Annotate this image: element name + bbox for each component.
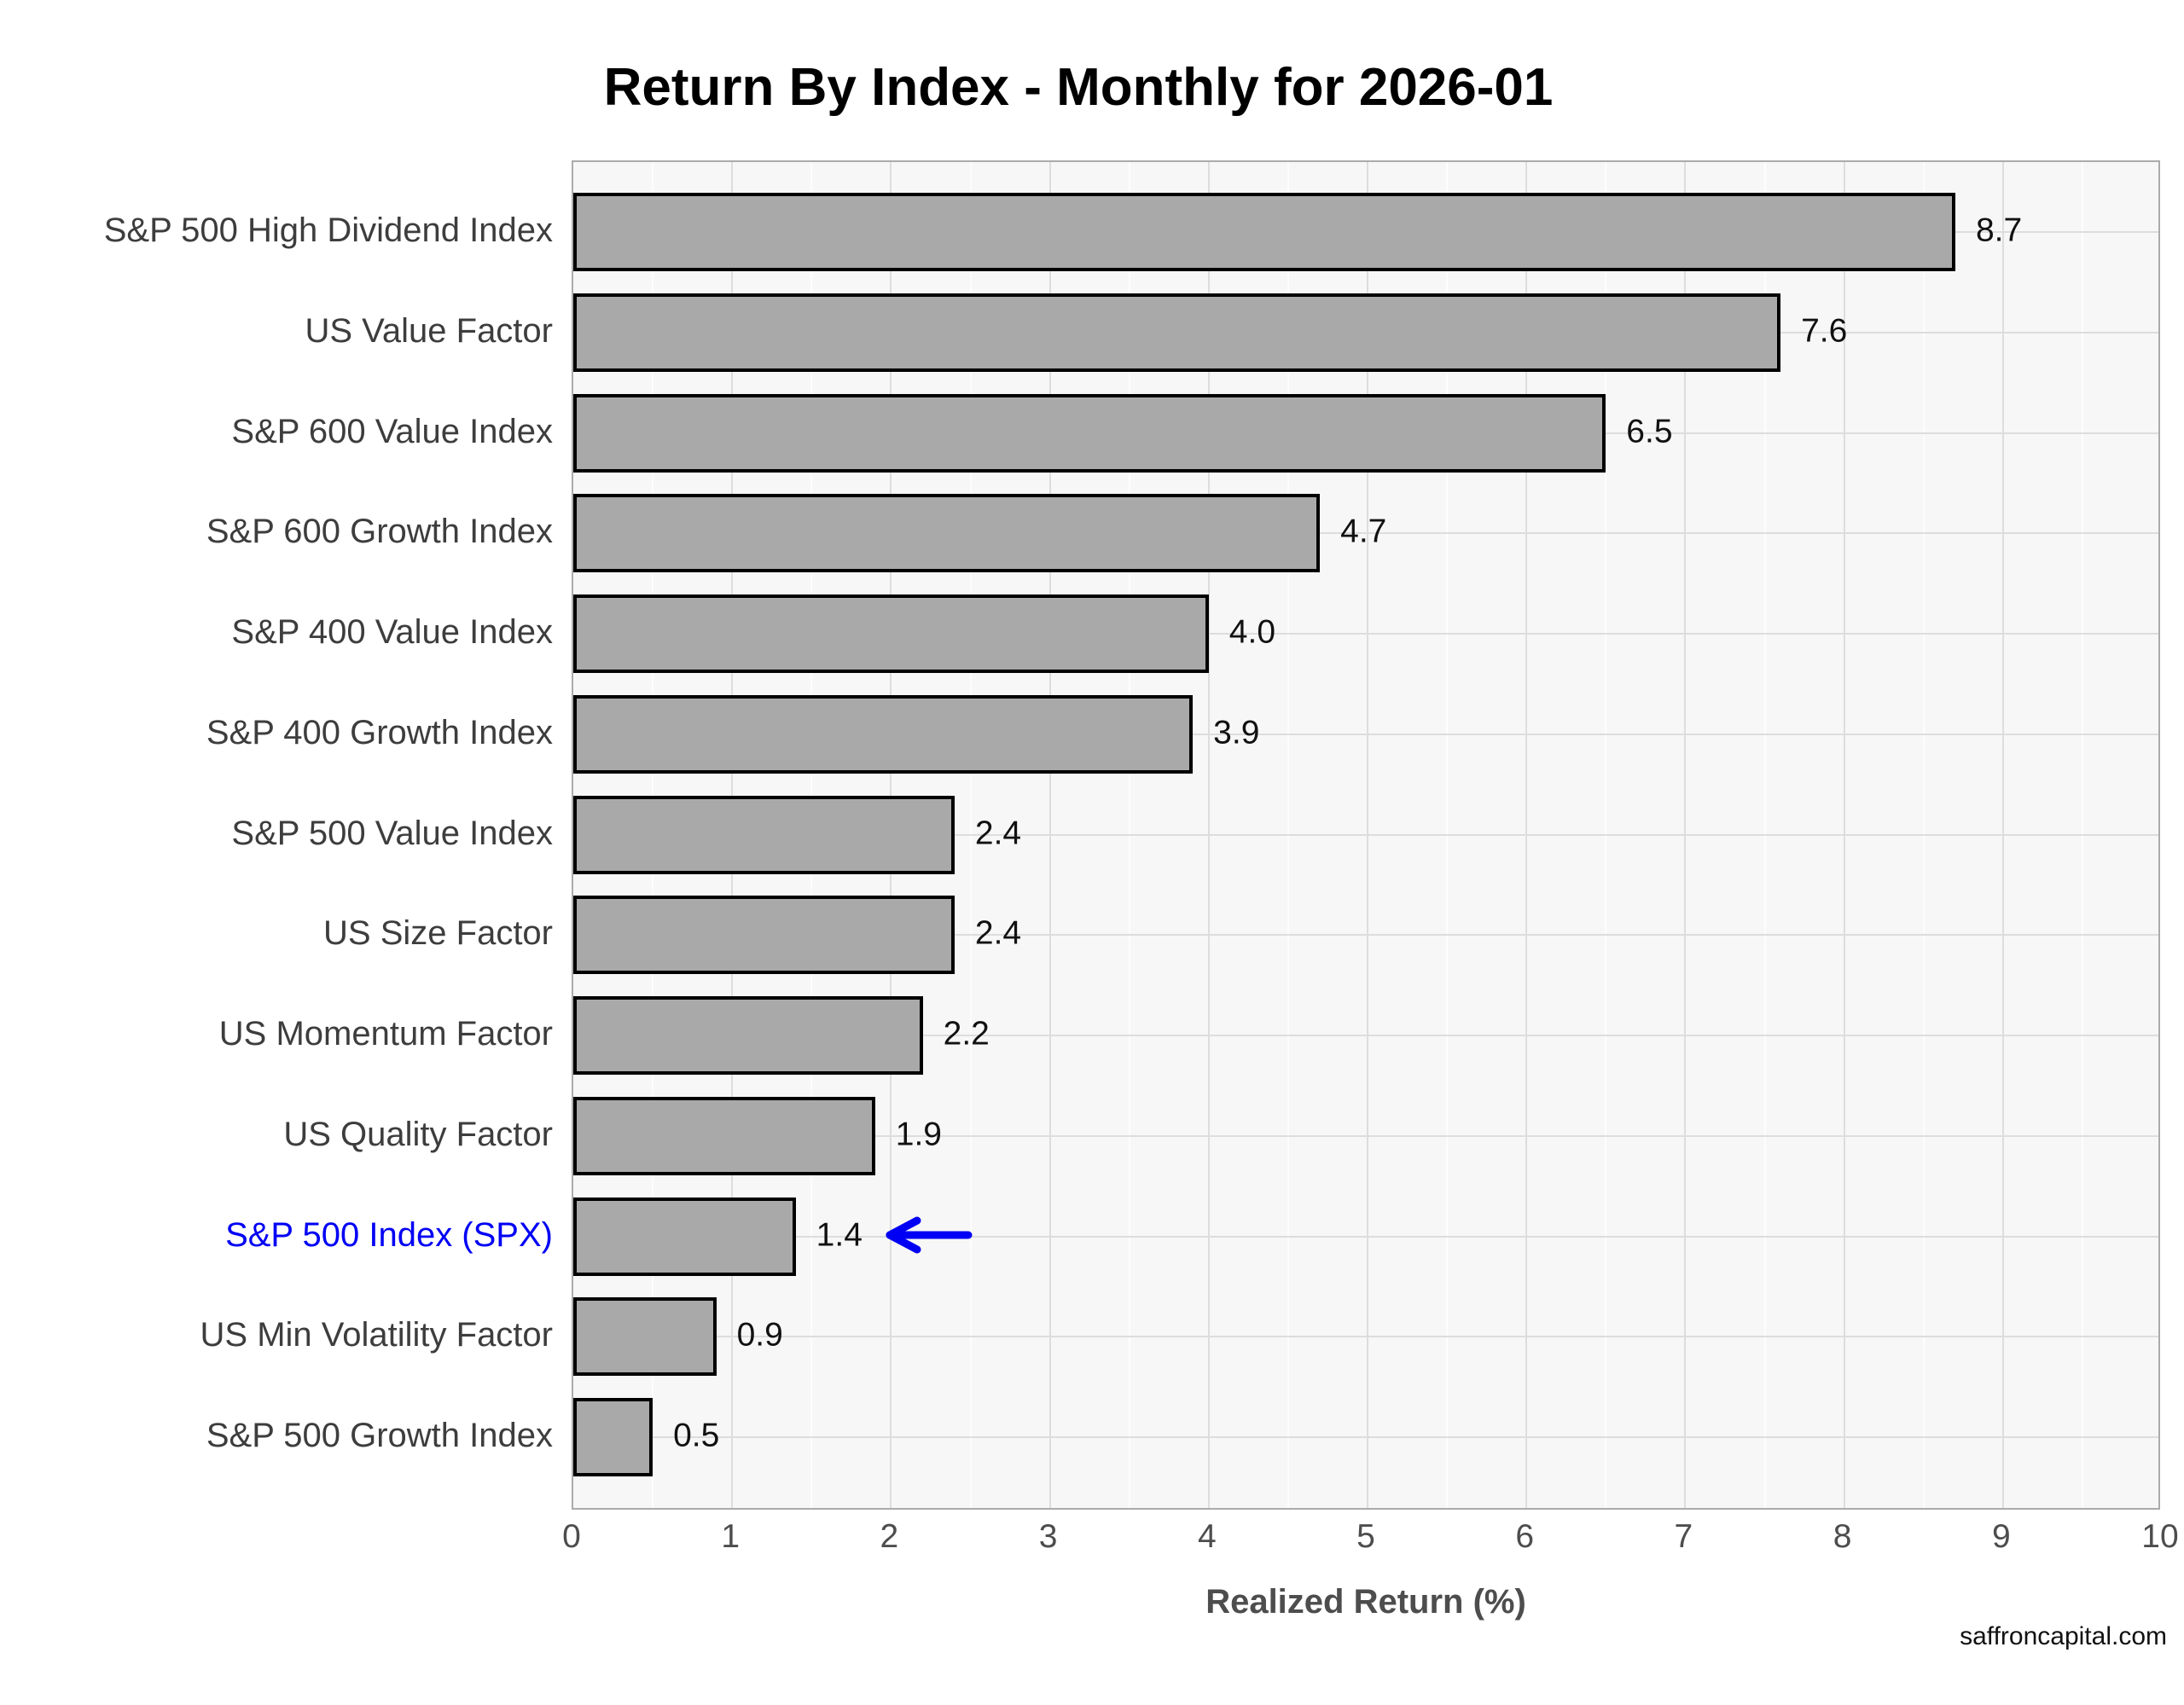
gridline-horizontal (573, 833, 2158, 836)
value-label: 6.5 (1626, 413, 1673, 449)
bar (573, 996, 923, 1075)
bar (573, 896, 955, 975)
value-label: 3.9 (1213, 714, 1260, 751)
gridline-horizontal (573, 733, 2158, 735)
bar (573, 293, 1781, 372)
gridline-horizontal (573, 1235, 2158, 1238)
value-label: 2.4 (974, 815, 1022, 851)
x-tick-label: 6 (1515, 1518, 1535, 1555)
gridline-horizontal (573, 633, 2158, 635)
category-label: S&P 500 Value Index (231, 814, 553, 852)
x-tick-label: 10 (2141, 1518, 2179, 1555)
gridline-horizontal (573, 1436, 2158, 1438)
gridline-horizontal (573, 1035, 2158, 1036)
value-label: 2.4 (974, 914, 1022, 952)
x-tick-label: 8 (1833, 1518, 1852, 1555)
category-label: US Quality Factor (283, 1115, 553, 1153)
bar (573, 694, 1194, 774)
x-tick-label: 9 (1991, 1518, 2011, 1555)
bar (573, 795, 955, 874)
category-label: S&P 500 Growth Index (206, 1417, 553, 1454)
category-label: US Min Volatility Factor (200, 1316, 553, 1354)
x-axis-label: Realized Return (%) (1205, 1583, 1526, 1621)
category-label: S&P 600 Value Index (231, 412, 553, 450)
x-tick-label: 4 (1197, 1518, 1217, 1555)
value-label: 4.0 (1228, 613, 1276, 651)
category-label: S&P 400 Value Index (231, 613, 553, 651)
category-label-highlighted: S&P 500 Index (SPX) (225, 1215, 553, 1254)
bar (573, 193, 1955, 271)
bar (573, 1297, 717, 1377)
category-label: US Size Factor (323, 914, 553, 953)
value-label: 1.4 (816, 1216, 863, 1253)
bar (573, 494, 1321, 573)
category-label: US Momentum Factor (218, 1015, 553, 1053)
value-label: 0.5 (673, 1417, 720, 1454)
value-label: 1.9 (895, 1116, 942, 1153)
bar (573, 1197, 796, 1276)
value-label: 0.9 (736, 1316, 783, 1354)
category-label: US Value Factor (305, 311, 554, 350)
x-tick-label: 0 (562, 1518, 581, 1555)
x-tick-label: 3 (1038, 1518, 1058, 1555)
bar (573, 393, 1606, 473)
x-tick-label: 1 (721, 1518, 741, 1555)
category-label: S&P 600 Growth Index (206, 513, 553, 551)
x-tick-label: 2 (880, 1518, 899, 1555)
plot-area (572, 160, 2160, 1510)
gridline-horizontal (573, 532, 2158, 535)
chart-title: Return By Index - Monthly for 2026-01 (603, 58, 1554, 117)
category-label: S&P 500 High Dividend Index (103, 212, 553, 249)
value-label: 4.7 (1340, 513, 1387, 550)
value-label: 8.7 (1975, 212, 2023, 249)
category-label: S&P 400 Growth Index (206, 713, 553, 751)
x-tick-label: 7 (1674, 1518, 1693, 1555)
gridline-horizontal (573, 934, 2158, 937)
value-label: 7.6 (1801, 312, 1848, 350)
watermark: saffroncapital.com (1960, 1622, 2167, 1650)
gridline-horizontal (573, 1134, 2158, 1137)
highlight-left-arrow-icon (886, 1216, 973, 1253)
bar (573, 594, 1209, 673)
value-label: 2.2 (943, 1015, 990, 1053)
x-tick-label: 5 (1356, 1518, 1375, 1555)
gridline-horizontal (573, 1336, 2158, 1338)
bar (573, 1398, 653, 1476)
bar (573, 1096, 875, 1175)
